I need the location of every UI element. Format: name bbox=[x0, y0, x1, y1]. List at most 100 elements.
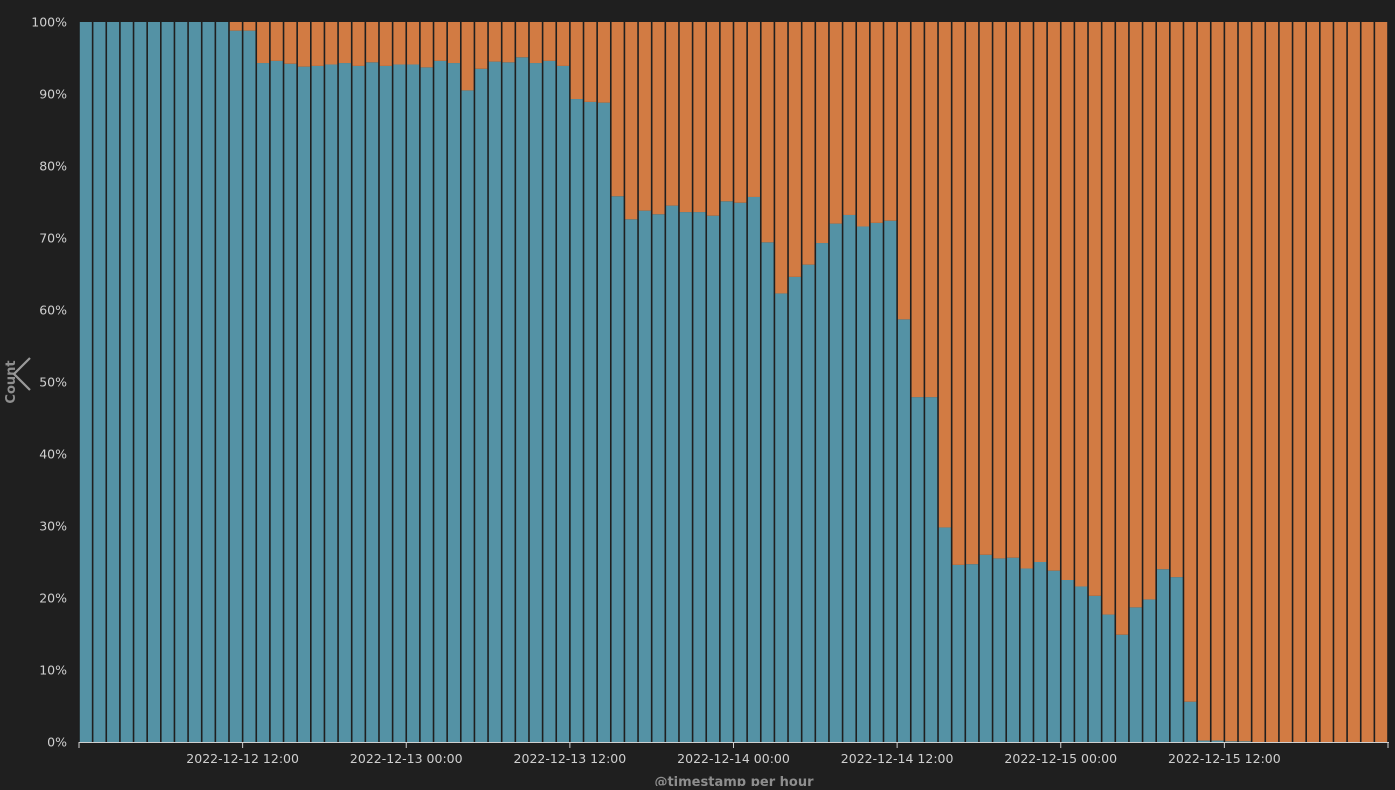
bar-segment-b[interactable] bbox=[951, 22, 966, 565]
bar-segment-a[interactable] bbox=[788, 276, 802, 742]
bar-segment-b[interactable] bbox=[269, 22, 284, 61]
bar-segment-b[interactable] bbox=[651, 22, 666, 215]
bar-segment-b[interactable] bbox=[610, 22, 625, 197]
bar-segment-b[interactable] bbox=[788, 22, 802, 277]
bar-segment-b[interactable] bbox=[324, 22, 339, 65]
bar-segment-b[interactable] bbox=[1197, 22, 1211, 741]
bar-segment-a[interactable] bbox=[624, 219, 639, 742]
bar-segment-b[interactable] bbox=[678, 22, 693, 213]
bar-segment-a[interactable] bbox=[147, 22, 161, 742]
bar-segment-b[interactable] bbox=[1074, 22, 1089, 587]
bar-segment-b[interactable] bbox=[338, 22, 352, 64]
bar-segment-b[interactable] bbox=[1265, 22, 1279, 742]
bar-segment-b[interactable] bbox=[1319, 22, 1334, 742]
bar-segment-a[interactable] bbox=[678, 212, 693, 742]
bar-segment-b[interactable] bbox=[1006, 22, 1020, 558]
bar-segment-b[interactable] bbox=[938, 22, 952, 528]
bar-segment-b[interactable] bbox=[1142, 22, 1157, 600]
bar-segment-b[interactable] bbox=[1128, 22, 1143, 608]
bar-segment-b[interactable] bbox=[1278, 22, 1293, 742]
bar-segment-a[interactable] bbox=[556, 65, 570, 743]
bar-segment-b[interactable] bbox=[1060, 22, 1075, 580]
bar-segment-a[interactable] bbox=[1033, 562, 1048, 742]
bar-segment-a[interactable] bbox=[242, 30, 257, 742]
bar-segment-b[interactable] bbox=[488, 22, 502, 62]
bar-segment-b[interactable] bbox=[351, 22, 366, 66]
bar-segment-a[interactable] bbox=[869, 222, 884, 742]
bar-segment-a[interactable] bbox=[583, 101, 598, 743]
bar-segment-a[interactable] bbox=[1074, 586, 1089, 742]
bar-segment-b[interactable] bbox=[747, 22, 761, 197]
bar-segment-a[interactable] bbox=[283, 63, 298, 742]
bar-segment-a[interactable] bbox=[256, 63, 270, 743]
chevron-left-icon[interactable] bbox=[12, 357, 31, 391]
bar-segment-a[interactable] bbox=[828, 223, 843, 743]
bar-segment-a[interactable] bbox=[365, 62, 379, 742]
bar-segment-a[interactable] bbox=[228, 30, 243, 742]
bar-segment-b[interactable] bbox=[460, 22, 475, 91]
bar-segment-b[interactable] bbox=[1115, 22, 1129, 635]
bar-segment-a[interactable] bbox=[378, 65, 393, 743]
bar-segment-a[interactable] bbox=[433, 60, 448, 742]
bar-segment-b[interactable] bbox=[978, 22, 993, 555]
bar-segment-b[interactable] bbox=[774, 22, 789, 294]
bar-segment-b[interactable] bbox=[1210, 22, 1225, 741]
bar-segment-a[interactable] bbox=[324, 64, 339, 743]
bar-segment-b[interactable] bbox=[1347, 22, 1361, 742]
bar-segment-b[interactable] bbox=[297, 22, 311, 67]
bar-segment-b[interactable] bbox=[501, 22, 516, 63]
bar-segment-a[interactable] bbox=[1210, 740, 1225, 742]
bar-segment-a[interactable] bbox=[1101, 614, 1116, 742]
bar-segment-b[interactable] bbox=[856, 22, 870, 227]
bar-segment-b[interactable] bbox=[719, 22, 734, 202]
bar-segment-b[interactable] bbox=[1251, 22, 1266, 742]
bar-segment-b[interactable] bbox=[1183, 22, 1198, 702]
bar-segment-a[interactable] bbox=[392, 64, 407, 743]
bar-segment-a[interactable] bbox=[1224, 741, 1239, 742]
bar-segment-a[interactable] bbox=[1197, 740, 1211, 742]
bar-segment-a[interactable] bbox=[269, 60, 284, 742]
bar-segment-a[interactable] bbox=[106, 22, 120, 742]
bar-segment-b[interactable] bbox=[1101, 22, 1116, 615]
bar-segment-b[interactable] bbox=[474, 22, 489, 69]
bar-segment-a[interactable] bbox=[815, 243, 829, 743]
bar-segment-a[interactable] bbox=[488, 61, 502, 743]
bar-segment-a[interactable] bbox=[760, 242, 775, 742]
bar-segment-a[interactable] bbox=[1006, 557, 1020, 742]
bar-segment-b[interactable] bbox=[1374, 22, 1388, 742]
bar-segment-a[interactable] bbox=[938, 527, 952, 742]
bar-segment-a[interactable] bbox=[351, 65, 366, 743]
bar-segment-b[interactable] bbox=[310, 22, 325, 66]
bar-segment-a[interactable] bbox=[910, 397, 925, 742]
bar-segment-a[interactable] bbox=[747, 196, 761, 742]
bar-segment-b[interactable] bbox=[1333, 22, 1348, 742]
bar-segment-b[interactable] bbox=[406, 22, 420, 65]
bar-segment-a[interactable] bbox=[92, 22, 107, 742]
bar-segment-a[interactable] bbox=[528, 63, 543, 743]
bar-segment-b[interactable] bbox=[1360, 22, 1375, 742]
bar-segment-b[interactable] bbox=[378, 22, 393, 66]
bar-segment-b[interactable] bbox=[924, 22, 939, 398]
bar-segment-b[interactable] bbox=[556, 22, 570, 66]
bar-segment-a[interactable] bbox=[201, 22, 216, 742]
bar-segment-a[interactable] bbox=[733, 202, 748, 743]
bar-segment-a[interactable] bbox=[651, 214, 666, 743]
bar-segment-b[interactable] bbox=[1224, 22, 1239, 742]
bar-segment-a[interactable] bbox=[1019, 568, 1034, 742]
bar-segment-a[interactable] bbox=[897, 319, 911, 742]
bar-segment-b[interactable] bbox=[228, 22, 243, 31]
bar-segment-a[interactable] bbox=[1169, 577, 1184, 742]
bar-segment-a[interactable] bbox=[1088, 595, 1102, 742]
bar-segment-a[interactable] bbox=[842, 214, 857, 742]
bar-segment-b[interactable] bbox=[283, 22, 298, 64]
bar-segment-b[interactable] bbox=[842, 22, 857, 215]
bar-segment-b[interactable] bbox=[801, 22, 816, 265]
bar-segment-a[interactable] bbox=[174, 22, 189, 742]
bar-segment-b[interactable] bbox=[365, 22, 379, 63]
bar-segment-b[interactable] bbox=[638, 22, 652, 211]
bar-segment-b[interactable] bbox=[1033, 22, 1048, 562]
bar-segment-a[interactable] bbox=[965, 564, 979, 742]
bar-segment-b[interactable] bbox=[733, 22, 748, 203]
bar-segment-a[interactable] bbox=[569, 99, 584, 743]
bar-segment-b[interactable] bbox=[528, 22, 543, 64]
